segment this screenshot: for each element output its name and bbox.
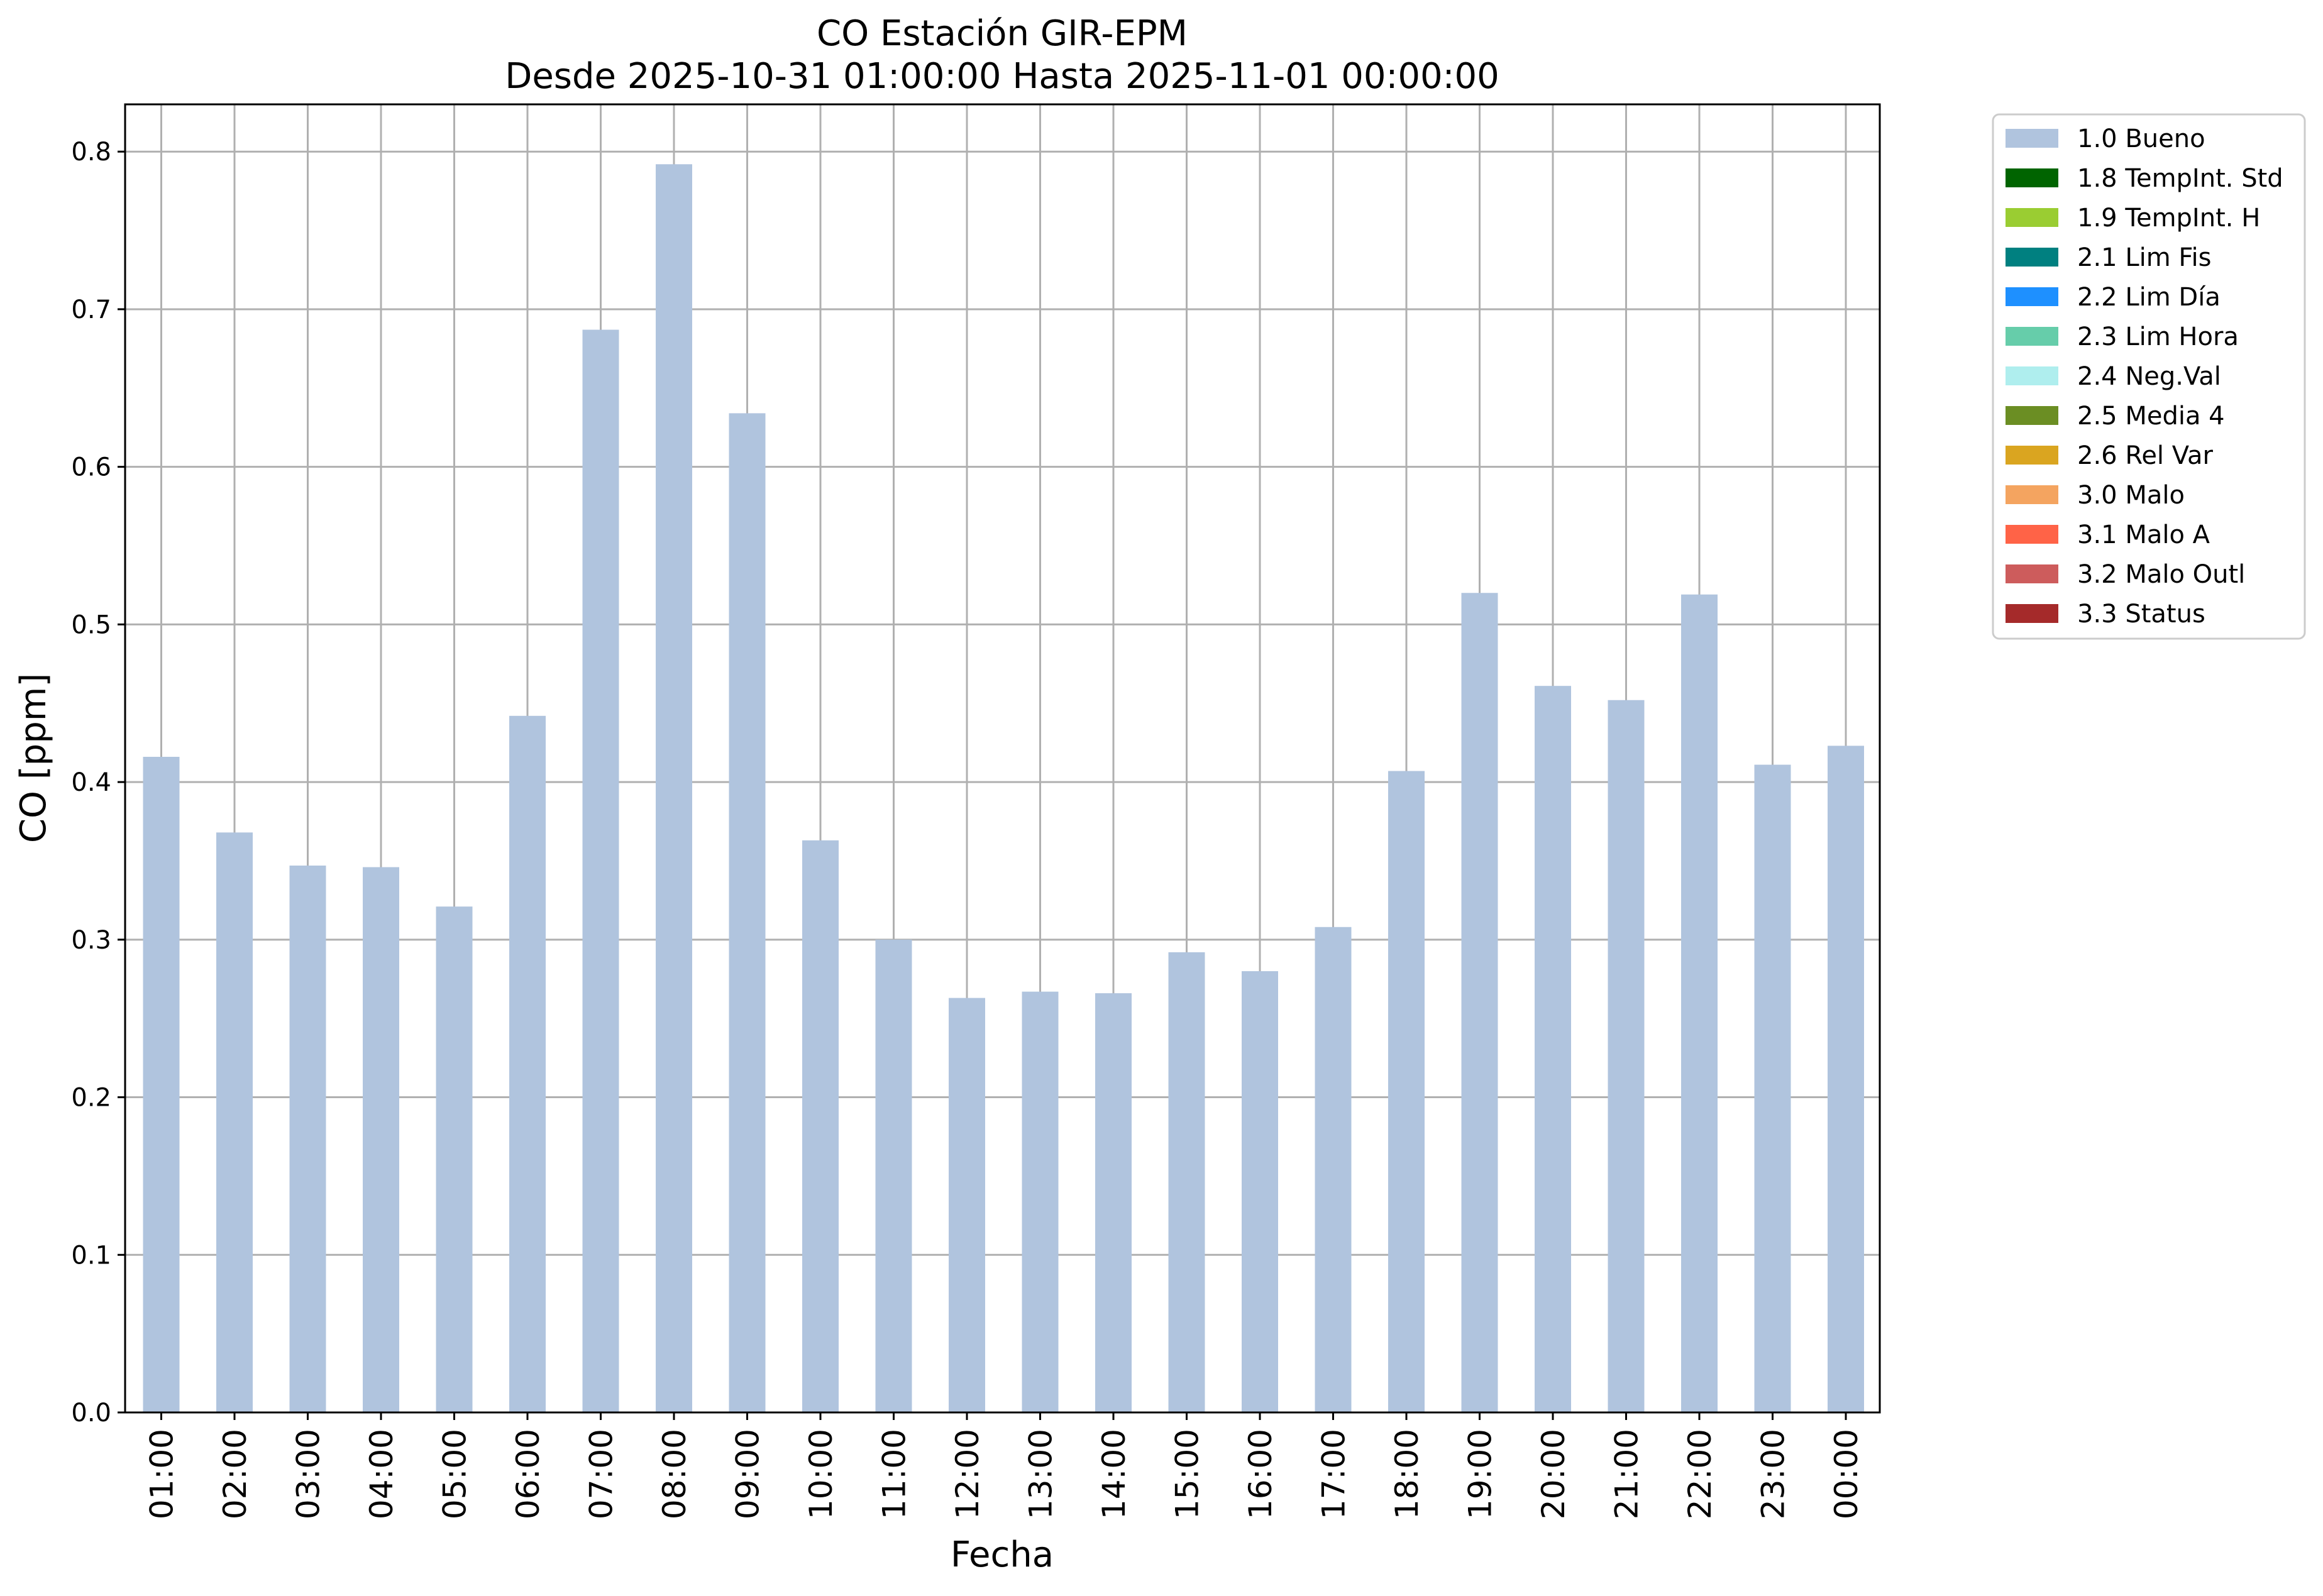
bar-1400 — [1095, 993, 1132, 1412]
bar-1100 — [875, 939, 912, 1412]
x-tick-label: 23:00 — [1755, 1429, 1792, 1519]
bar-2200 — [1681, 594, 1718, 1412]
legend-label: 2.5 Media 4 — [2077, 402, 2225, 431]
legend-swatch — [2006, 564, 2058, 583]
legend-swatch — [2006, 327, 2058, 346]
legend-label: 3.2 Malo Outl — [2077, 560, 2245, 589]
legend-label: 1.8 TempInt. Std — [2077, 164, 2283, 193]
legend-swatch — [2006, 485, 2058, 504]
bar-1000 — [802, 840, 839, 1412]
legend-label: 3.3 Status — [2077, 600, 2205, 629]
y-tick-label: 0.5 — [71, 610, 111, 639]
y-tick-label: 0.1 — [71, 1241, 111, 1270]
legend-label: 2.2 Lim Día — [2077, 283, 2221, 312]
bar-0700 — [582, 329, 619, 1413]
x-tick-label: 11:00 — [876, 1429, 913, 1519]
x-tick-label: 09:00 — [730, 1429, 766, 1519]
x-tick-label: 08:00 — [656, 1429, 693, 1519]
legend-swatch — [2006, 366, 2058, 385]
legend-label: 1.9 TempInt. H — [2077, 204, 2260, 233]
plot-frame — [124, 103, 1881, 1414]
legend-label: 2.3 Lim Hora — [2077, 322, 2239, 351]
legend-swatch — [2006, 129, 2058, 148]
x-tick-label: 16:00 — [1242, 1429, 1279, 1519]
bar-0600 — [509, 715, 546, 1412]
x-tick-label: 07:00 — [583, 1429, 620, 1519]
legend-label: 2.6 Rel Var — [2077, 441, 2214, 470]
y-tick-label: 0.0 — [71, 1399, 111, 1428]
legend-swatch — [2006, 208, 2058, 227]
y-tick-label: 0.2 — [71, 1084, 111, 1113]
y-tick-label: 0.7 — [71, 295, 111, 324]
x-tick-label: 03:00 — [290, 1429, 327, 1519]
bar-0000 — [1828, 746, 1864, 1412]
x-tick-label: 04:00 — [363, 1429, 400, 1519]
x-tick-label: 22:00 — [1682, 1429, 1718, 1519]
bar-2100 — [1608, 700, 1645, 1412]
x-tick-label: 10:00 — [803, 1429, 839, 1519]
bar-0800 — [656, 164, 692, 1413]
x-tick-label: 01:00 — [144, 1429, 180, 1519]
x-tick-label: 06:00 — [510, 1429, 546, 1519]
x-tick-label: 18:00 — [1389, 1429, 1425, 1519]
x-tick-label: 20:00 — [1535, 1429, 1572, 1519]
bars — [143, 164, 1864, 1413]
bar-0900 — [729, 413, 766, 1412]
axis-ticks: 0.0 0.1 0.2 0.3 0.4 0.5 0.6 0.7 0.8 01:00 02:00 03:… — [71, 138, 1865, 1519]
legend-swatch — [2006, 446, 2058, 465]
bar-0200 — [216, 832, 253, 1412]
bar-0400 — [363, 867, 399, 1412]
y-tick-label: 0.8 — [71, 138, 111, 167]
bar-2000 — [1535, 686, 1571, 1412]
x-tick-label: 02:00 — [217, 1429, 253, 1519]
x-tick-label: 00:00 — [1828, 1429, 1865, 1519]
x-tick-label: 21:00 — [1609, 1429, 1645, 1519]
legend-box — [1992, 113, 2306, 640]
y-axis-label: CO [ppm] — [13, 673, 54, 843]
chart-subtitle: Desde 2025-10-31 01:00:00 Hasta 2025-11-… — [505, 56, 1499, 97]
legend-label: 3.1 Malo A — [2077, 520, 2210, 549]
y-tick-label: 0.3 — [71, 926, 111, 955]
y-tick-label: 0.6 — [71, 453, 111, 482]
bar-0100 — [143, 756, 180, 1412]
legend-label: 1.0 Bueno — [2077, 124, 2205, 153]
x-tick-label: 17:00 — [1316, 1429, 1352, 1519]
x-tick-label: 12:00 — [949, 1429, 986, 1519]
legend-swatch — [2006, 525, 2058, 544]
legend: 1.0 Bueno 1.8 TempInt. Std 1.9 TempInt. H 2… — [1992, 113, 2306, 640]
bar-1200 — [949, 998, 985, 1412]
legend-swatch — [2006, 287, 2058, 306]
x-tick-label: 14:00 — [1096, 1429, 1132, 1519]
legend-label: 2.1 Lim Fis — [2077, 243, 2211, 272]
bar-1700 — [1315, 927, 1352, 1412]
y-tick-label: 0.4 — [71, 768, 111, 797]
bar-1300 — [1022, 991, 1059, 1412]
x-tick-label: 05:00 — [437, 1429, 473, 1519]
bar-0300 — [289, 865, 326, 1412]
legend-label: 3.0 Malo — [2077, 481, 2185, 510]
legend-swatch — [2006, 168, 2058, 187]
chart-title: CO Estación GIR-EPM — [817, 13, 1188, 54]
bar-1500 — [1168, 952, 1205, 1412]
bar-1900 — [1461, 593, 1498, 1412]
x-axis-label: Fecha — [951, 1534, 1054, 1575]
bar-1600 — [1242, 971, 1278, 1412]
x-tick-label: 13:00 — [1023, 1429, 1059, 1519]
legend-swatch — [2006, 248, 2058, 267]
legend-swatch — [2006, 406, 2058, 425]
x-tick-label: 19:00 — [1462, 1429, 1499, 1519]
legend-swatch — [2006, 604, 2058, 623]
bar-2300 — [1754, 764, 1791, 1412]
x-tick-label: 15:00 — [1169, 1429, 1206, 1519]
bar-0500 — [436, 906, 473, 1412]
bar-1800 — [1388, 771, 1425, 1412]
legend-label: 2.4 Neg.Val — [2077, 362, 2221, 391]
